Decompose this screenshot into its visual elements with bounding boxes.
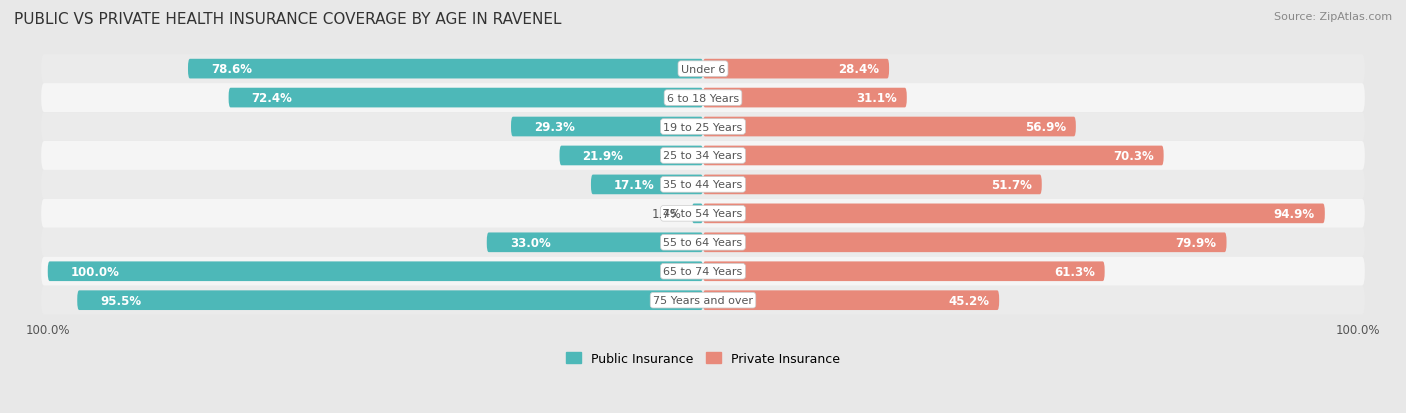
Legend: Public Insurance, Private Insurance: Public Insurance, Private Insurance — [561, 347, 845, 370]
FancyBboxPatch shape — [41, 171, 1365, 199]
Text: 17.1%: 17.1% — [614, 178, 655, 192]
FancyBboxPatch shape — [703, 291, 1000, 310]
Text: 28.4%: 28.4% — [838, 63, 879, 76]
FancyBboxPatch shape — [41, 199, 1365, 228]
FancyBboxPatch shape — [703, 88, 907, 108]
Text: Source: ZipAtlas.com: Source: ZipAtlas.com — [1274, 12, 1392, 22]
Text: Under 6: Under 6 — [681, 64, 725, 74]
Text: 100.0%: 100.0% — [70, 265, 120, 278]
Text: 45 to 54 Years: 45 to 54 Years — [664, 209, 742, 219]
Text: 19 to 25 Years: 19 to 25 Years — [664, 122, 742, 132]
FancyBboxPatch shape — [41, 113, 1365, 142]
FancyBboxPatch shape — [703, 175, 1042, 195]
FancyBboxPatch shape — [41, 55, 1365, 84]
FancyBboxPatch shape — [510, 117, 703, 137]
FancyBboxPatch shape — [229, 88, 703, 108]
Text: 31.1%: 31.1% — [856, 92, 897, 105]
FancyBboxPatch shape — [41, 257, 1365, 286]
FancyBboxPatch shape — [486, 233, 703, 252]
FancyBboxPatch shape — [703, 146, 1164, 166]
Text: 75 Years and over: 75 Years and over — [652, 295, 754, 306]
FancyBboxPatch shape — [41, 84, 1365, 113]
Text: 94.9%: 94.9% — [1274, 207, 1315, 220]
FancyBboxPatch shape — [41, 142, 1365, 171]
Text: 45.2%: 45.2% — [948, 294, 990, 307]
FancyBboxPatch shape — [703, 59, 889, 79]
Text: 1.7%: 1.7% — [652, 207, 682, 220]
FancyBboxPatch shape — [703, 204, 1324, 224]
Text: 29.3%: 29.3% — [534, 121, 575, 134]
Text: 25 to 34 Years: 25 to 34 Years — [664, 151, 742, 161]
Text: 33.0%: 33.0% — [510, 236, 551, 249]
FancyBboxPatch shape — [41, 228, 1365, 257]
FancyBboxPatch shape — [77, 291, 703, 310]
Text: 70.3%: 70.3% — [1114, 150, 1154, 163]
Text: 35 to 44 Years: 35 to 44 Years — [664, 180, 742, 190]
FancyBboxPatch shape — [48, 262, 703, 281]
FancyBboxPatch shape — [692, 204, 703, 224]
Text: 21.9%: 21.9% — [582, 150, 623, 163]
Text: 72.4%: 72.4% — [252, 92, 292, 105]
Text: 95.5%: 95.5% — [100, 294, 142, 307]
Text: PUBLIC VS PRIVATE HEALTH INSURANCE COVERAGE BY AGE IN RAVENEL: PUBLIC VS PRIVATE HEALTH INSURANCE COVER… — [14, 12, 561, 27]
Text: 56.9%: 56.9% — [1025, 121, 1066, 134]
Text: 6 to 18 Years: 6 to 18 Years — [666, 93, 740, 103]
Text: 78.6%: 78.6% — [211, 63, 252, 76]
FancyBboxPatch shape — [560, 146, 703, 166]
FancyBboxPatch shape — [41, 286, 1365, 315]
FancyBboxPatch shape — [188, 59, 703, 79]
Text: 51.7%: 51.7% — [991, 178, 1032, 192]
Text: 55 to 64 Years: 55 to 64 Years — [664, 238, 742, 248]
Text: 65 to 74 Years: 65 to 74 Years — [664, 267, 742, 277]
Text: 79.9%: 79.9% — [1175, 236, 1216, 249]
FancyBboxPatch shape — [703, 262, 1105, 281]
FancyBboxPatch shape — [591, 175, 703, 195]
Text: 61.3%: 61.3% — [1054, 265, 1095, 278]
FancyBboxPatch shape — [703, 117, 1076, 137]
FancyBboxPatch shape — [703, 233, 1226, 252]
